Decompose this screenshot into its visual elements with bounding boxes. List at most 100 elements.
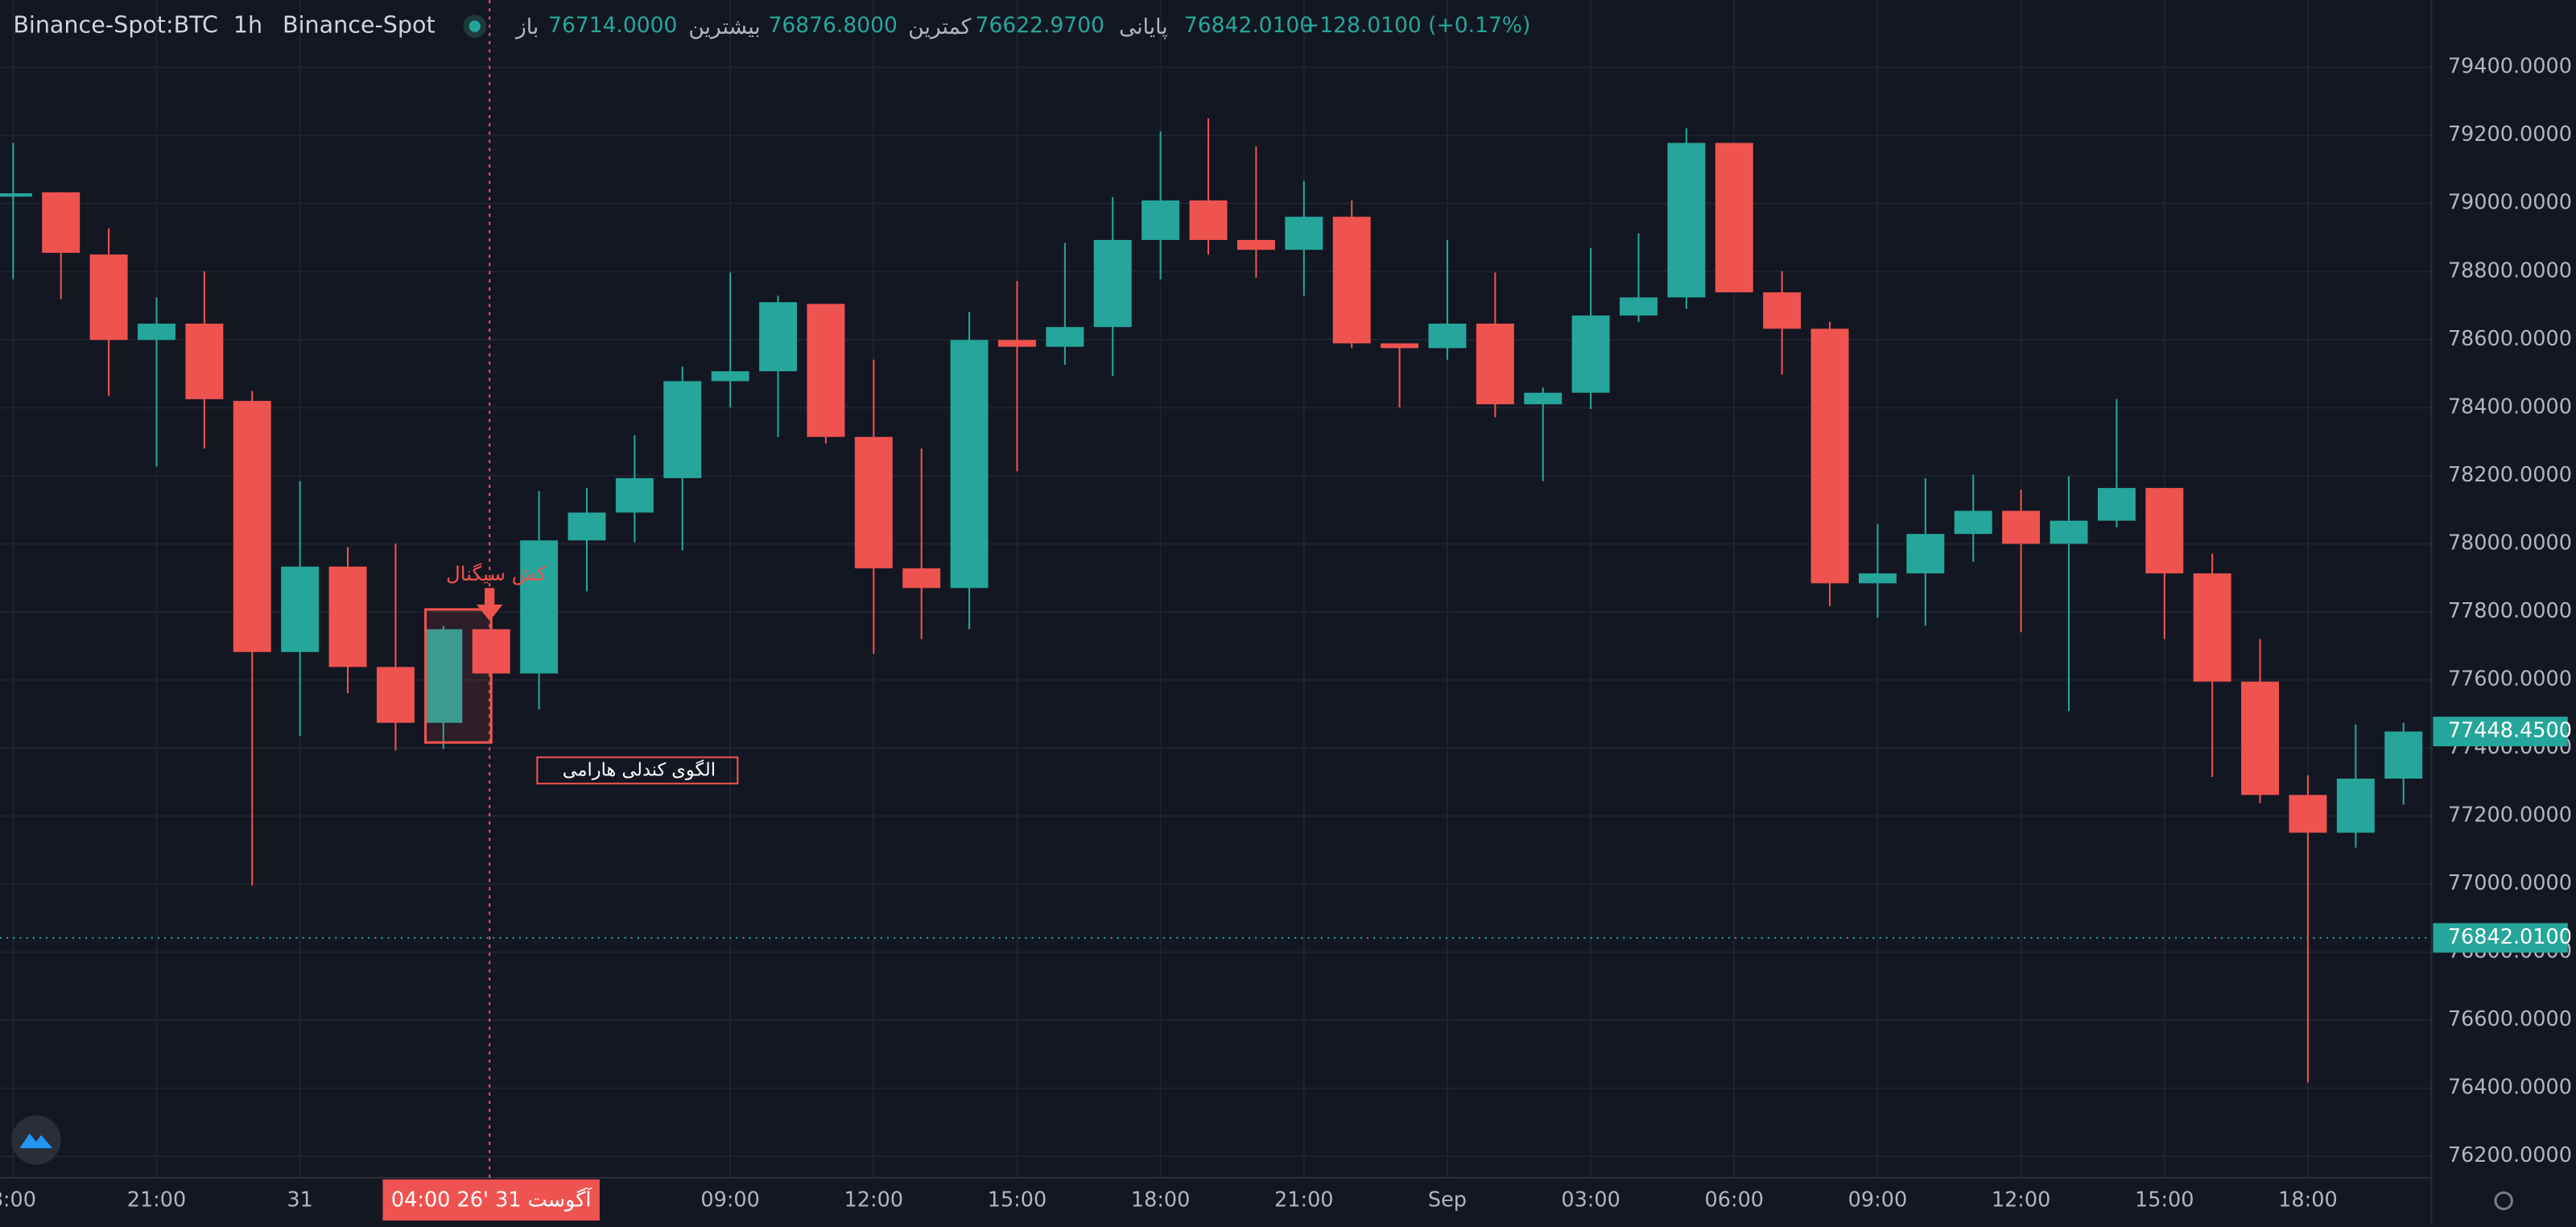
pattern-label: الگوی کندلی هارامی — [563, 758, 716, 780]
price-label-box — [2433, 717, 2568, 746]
candle-body — [1571, 315, 1610, 393]
header: Binance-Spot:BTC 1h Binance-Spot باز 767… — [13, 11, 1530, 40]
candle-body — [854, 436, 893, 568]
crosshair-time: 04:00 26' آگوست 31 — [391, 1187, 592, 1212]
price-label-box — [2433, 923, 2568, 953]
y-tick-label: 78200.0000 — [2448, 463, 2572, 487]
interval: 1h — [233, 11, 262, 39]
candle-body — [1954, 510, 1992, 535]
signal-label: کش سیگنال — [446, 562, 547, 585]
candle-body — [1858, 573, 1897, 584]
change: +128.0100 (+0.17%) — [1302, 13, 1530, 38]
candle-body — [520, 540, 559, 674]
x-tick-label: 09:00 — [700, 1188, 760, 1212]
ohlc-value: 76622.9700 — [976, 13, 1104, 38]
settings-icon[interactable] — [2494, 1191, 2513, 1211]
plot — [0, 118, 2423, 1083]
candle-body — [138, 323, 175, 341]
x-tick-label: 21:00 — [1274, 1188, 1334, 1212]
candle-body — [663, 381, 702, 478]
candle-body — [1236, 239, 1275, 250]
x-tick-label: 31 — [287, 1188, 312, 1212]
candle-body — [1620, 297, 1657, 316]
candle-body — [2002, 510, 2041, 544]
y-tick-label: 78400.0000 — [2448, 395, 2572, 419]
logo — [11, 1115, 61, 1165]
y-tick-label: 77000.0000 — [2448, 871, 2572, 895]
candle-body — [2336, 779, 2375, 833]
y-tick-label: 76600.0000 — [2448, 1007, 2572, 1031]
candle-body — [424, 629, 463, 723]
y-tick-label: 77200.0000 — [2448, 804, 2572, 828]
candle-body — [2289, 795, 2327, 833]
candle-body — [950, 340, 989, 589]
y-tick-label: 77800.0000 — [2448, 599, 2572, 623]
logo-icon — [19, 1133, 53, 1149]
x-tick-label: 12:00 — [1992, 1188, 2051, 1212]
symbol: Binance-Spot:BTC — [13, 11, 218, 39]
y-tick-label: 79400.0000 — [2448, 55, 2572, 79]
candle-body — [89, 254, 128, 341]
candle-body — [328, 566, 367, 667]
x-tick-label: 8:00 — [0, 1188, 36, 1212]
candle-body — [615, 477, 654, 513]
y-tick-label: 76400.0000 — [2448, 1076, 2572, 1100]
x-tick-label: 15:00 — [2135, 1188, 2194, 1212]
candle-body — [1524, 392, 1563, 405]
x-tick-label: 09:00 — [1848, 1188, 1908, 1212]
candle-body — [1189, 200, 1228, 240]
y-tick-label: 77600.0000 — [2448, 667, 2572, 692]
candle-body — [376, 667, 415, 723]
candle-body — [281, 566, 320, 652]
ohlc-label: کمترین — [908, 14, 972, 39]
candle-body — [998, 340, 1036, 347]
candle-body — [2050, 520, 2088, 544]
candle-body — [1285, 217, 1323, 250]
candle-body — [1715, 143, 1753, 293]
candle-body — [2193, 573, 2231, 682]
signal-arrow — [476, 588, 503, 622]
candle-body — [42, 192, 80, 254]
y-tick-label: 78800.0000 — [2448, 258, 2572, 283]
y-tick-label: 79000.0000 — [2448, 191, 2572, 215]
candle-body — [0, 193, 32, 197]
ohlc-label: پایانی — [1119, 14, 1167, 39]
ohlc-label: باز — [514, 14, 539, 39]
candle-body — [2145, 488, 2184, 574]
x-tick-label: Sep — [1428, 1188, 1467, 1212]
x-tick-label: 06:00 — [1705, 1188, 1765, 1212]
y-tick-label: 78600.0000 — [2448, 327, 2572, 351]
x-tick-label: 21:00 — [127, 1188, 187, 1212]
candle-body — [1906, 534, 1945, 574]
candle-body — [2241, 681, 2280, 795]
candle-body — [902, 568, 941, 589]
candle-body — [1141, 200, 1180, 240]
x-tick-label: 18:00 — [2278, 1188, 2338, 1212]
candle-body — [568, 512, 606, 541]
exchange: Binance-Spot — [283, 11, 436, 39]
candle-body — [1381, 343, 1419, 349]
x-tick-label: 12:00 — [844, 1188, 904, 1212]
pattern-box — [536, 756, 739, 785]
y-tick-label: 79200.0000 — [2448, 122, 2572, 147]
crosshair-time-box — [382, 1179, 600, 1221]
ohlc-value: 76842.0100 — [1184, 13, 1313, 38]
pattern-highlight — [424, 608, 493, 744]
status-dot — [469, 20, 481, 32]
candle-body — [1332, 217, 1371, 344]
candle-body — [807, 304, 845, 437]
x-tick-label: 15:00 — [988, 1188, 1047, 1212]
candle-body — [759, 302, 797, 372]
price-label: 76842.0100 — [2448, 925, 2572, 949]
candle-body — [1093, 239, 1132, 328]
candle-body — [185, 323, 224, 399]
ohlc-value: 76714.0000 — [548, 13, 677, 38]
candle-body — [1667, 143, 1706, 298]
candle-body — [233, 400, 271, 652]
candle-body — [1476, 323, 1514, 405]
candle-body — [1046, 327, 1084, 347]
candle-body — [2384, 731, 2423, 779]
y-tick-label: 78000.0000 — [2448, 531, 2572, 555]
ohlc-value: 76876.8000 — [769, 13, 898, 38]
